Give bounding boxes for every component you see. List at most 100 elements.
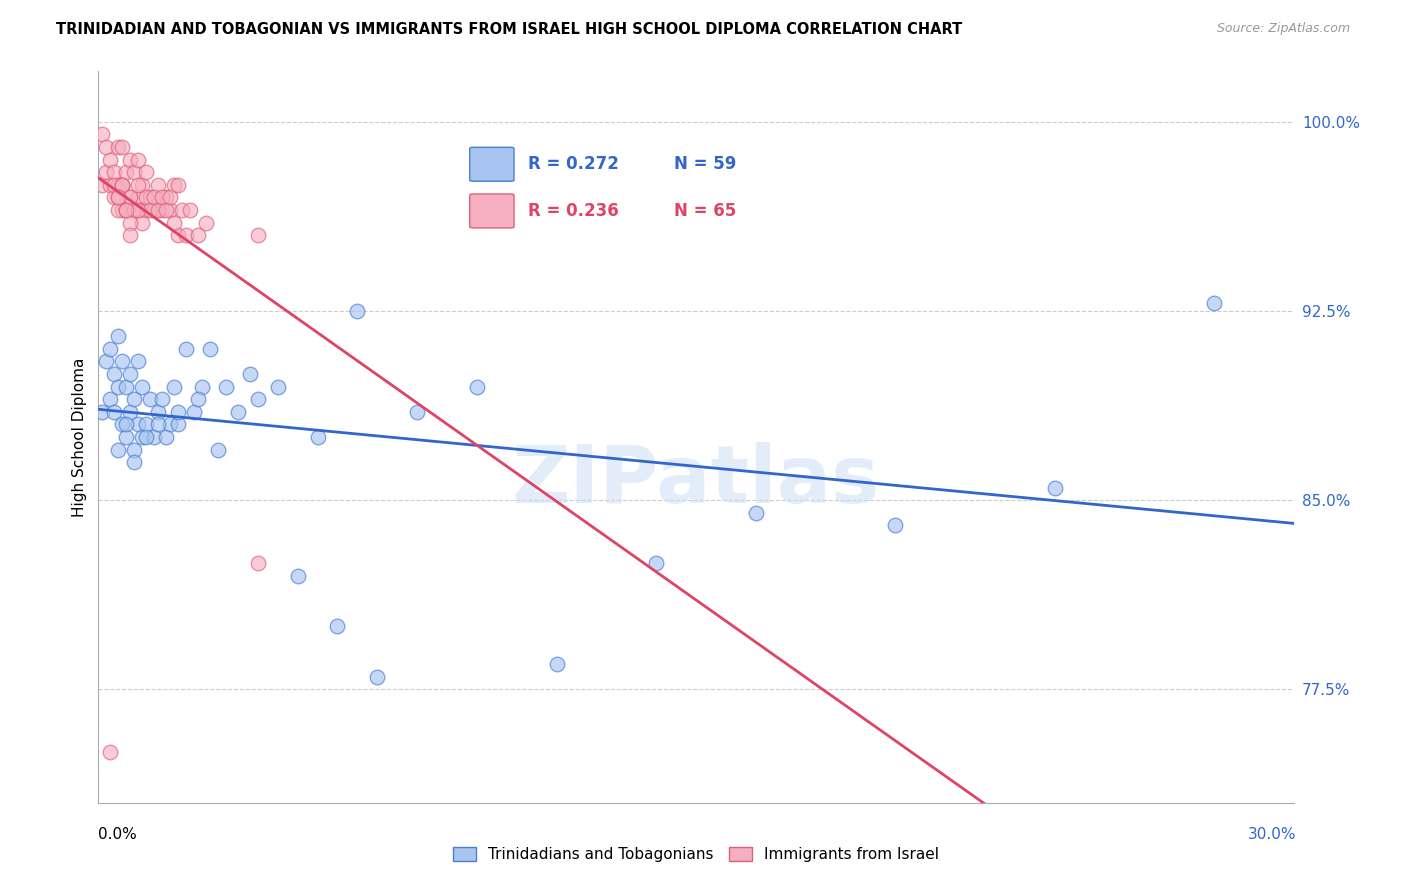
- Point: [127, 190, 149, 204]
- Point: [150, 392, 173, 407]
- Point: [139, 190, 162, 204]
- Point: [103, 178, 125, 192]
- Point: [148, 417, 170, 432]
- Point: [239, 367, 262, 381]
- Point: [103, 165, 125, 179]
- Point: [111, 140, 134, 154]
- Point: [1043, 481, 1066, 495]
- Text: R = 0.236: R = 0.236: [527, 202, 619, 220]
- Point: [103, 405, 125, 419]
- Point: [127, 354, 149, 368]
- Legend: Trinidadians and Tobagonians, Immigrants from Israel: Trinidadians and Tobagonians, Immigrants…: [447, 841, 945, 868]
- Point: [179, 203, 201, 218]
- Point: [150, 203, 173, 218]
- Point: [127, 203, 149, 218]
- Point: [96, 140, 118, 154]
- Point: [120, 367, 142, 381]
- Text: 30.0%: 30.0%: [1249, 827, 1296, 841]
- Point: [155, 190, 177, 204]
- Point: [131, 430, 153, 444]
- Point: [215, 379, 238, 393]
- Point: [183, 405, 205, 419]
- Point: [98, 153, 122, 167]
- Point: [167, 405, 190, 419]
- Point: [187, 228, 209, 243]
- Point: [645, 556, 668, 570]
- Point: [131, 379, 153, 393]
- Point: [124, 442, 146, 457]
- Point: [103, 367, 125, 381]
- Point: [267, 379, 290, 393]
- FancyBboxPatch shape: [470, 194, 515, 228]
- Point: [135, 165, 157, 179]
- Point: [163, 178, 186, 192]
- Point: [207, 442, 229, 457]
- Point: [115, 379, 138, 393]
- Point: [194, 216, 218, 230]
- Point: [135, 190, 157, 204]
- Text: R = 0.272: R = 0.272: [527, 155, 619, 173]
- Point: [107, 379, 129, 393]
- Point: [111, 203, 134, 218]
- Point: [107, 329, 129, 343]
- Point: [884, 518, 907, 533]
- Point: [96, 354, 118, 368]
- Point: [167, 417, 190, 432]
- Point: [135, 203, 157, 218]
- FancyBboxPatch shape: [470, 147, 515, 181]
- Point: [107, 190, 129, 204]
- Point: [174, 228, 197, 243]
- Point: [198, 342, 221, 356]
- Point: [115, 203, 138, 218]
- Point: [98, 392, 122, 407]
- Point: [124, 203, 146, 218]
- Point: [163, 216, 186, 230]
- Point: [127, 178, 149, 192]
- Point: [366, 670, 388, 684]
- Point: [172, 203, 194, 218]
- Point: [226, 405, 249, 419]
- Point: [135, 430, 157, 444]
- Point: [107, 140, 129, 154]
- Point: [163, 379, 186, 393]
- Text: ZIPatlas: ZIPatlas: [512, 442, 880, 520]
- Text: 0.0%: 0.0%: [98, 827, 138, 841]
- Point: [111, 417, 134, 432]
- Point: [111, 178, 134, 192]
- Point: [120, 190, 142, 204]
- Point: [120, 216, 142, 230]
- Point: [139, 203, 162, 218]
- Point: [167, 178, 190, 192]
- Point: [120, 228, 142, 243]
- Point: [103, 190, 125, 204]
- Point: [91, 178, 114, 192]
- Text: TRINIDADIAN AND TOBAGONIAN VS IMMIGRANTS FROM ISRAEL HIGH SCHOOL DIPLOMA CORRELA: TRINIDADIAN AND TOBAGONIAN VS IMMIGRANTS…: [56, 22, 963, 37]
- Point: [124, 203, 146, 218]
- Point: [98, 178, 122, 192]
- Point: [159, 203, 181, 218]
- Point: [111, 178, 134, 192]
- Point: [131, 203, 153, 218]
- Y-axis label: High School Diploma: High School Diploma: [72, 358, 87, 516]
- Point: [745, 506, 768, 520]
- Point: [120, 405, 142, 419]
- Point: [120, 153, 142, 167]
- Point: [148, 203, 170, 218]
- Point: [150, 190, 173, 204]
- Point: [135, 417, 157, 432]
- Point: [307, 430, 329, 444]
- Point: [174, 342, 197, 356]
- Text: Source: ZipAtlas.com: Source: ZipAtlas.com: [1216, 22, 1350, 36]
- Point: [143, 190, 166, 204]
- Point: [167, 228, 190, 243]
- Point: [124, 455, 146, 469]
- Point: [143, 203, 166, 218]
- Point: [111, 178, 134, 192]
- Point: [115, 417, 138, 432]
- Point: [98, 342, 122, 356]
- Point: [148, 178, 170, 192]
- Point: [155, 430, 177, 444]
- Point: [111, 354, 134, 368]
- Point: [115, 165, 138, 179]
- Point: [406, 405, 429, 419]
